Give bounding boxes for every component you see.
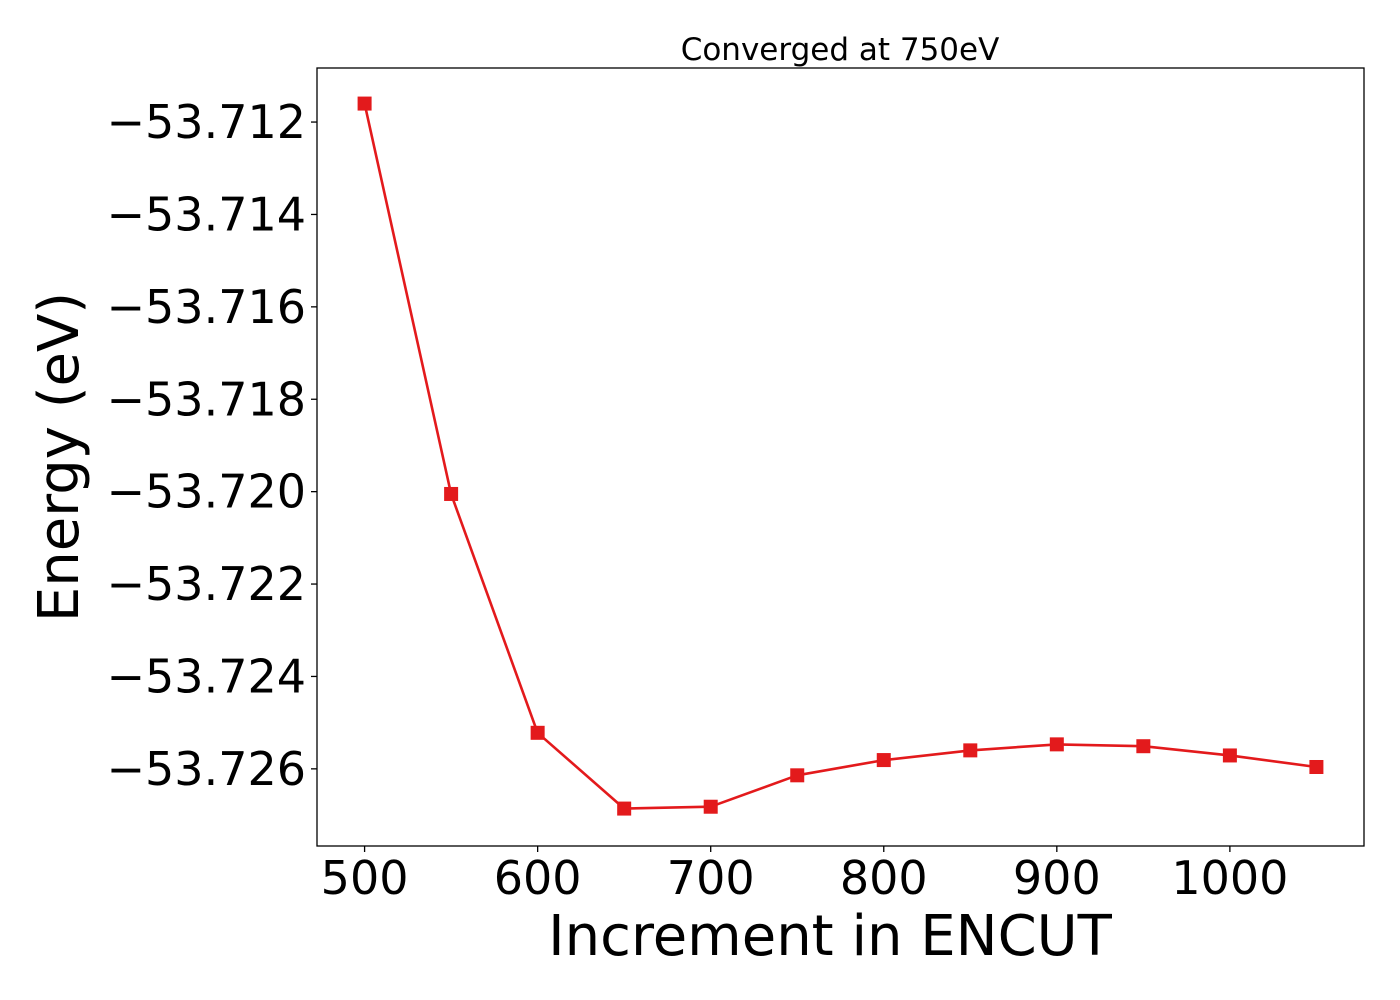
- y-axis-label: Energy (eV): [27, 292, 92, 622]
- y-tick-label: −53.718: [107, 372, 307, 426]
- x-axis-ticks: 500 600 700 800 900 1000: [321, 846, 1288, 905]
- data-point-marker: [530, 725, 545, 740]
- y-tick-label: −53.714: [107, 187, 307, 241]
- plot-area-frame: [316, 67, 1365, 847]
- data-point-marker: [1049, 737, 1064, 752]
- data-point-marker: [1222, 748, 1237, 763]
- data-point-marker: [876, 753, 891, 768]
- data-point-marker: [790, 768, 805, 783]
- y-tick-label: −53.724: [107, 649, 307, 703]
- y-tick-label: −53.720: [107, 465, 307, 519]
- series-layer: [357, 96, 1324, 816]
- y-tick-label: −53.726: [107, 742, 307, 796]
- series-line: [363, 103, 1317, 810]
- data-point-marker: [963, 743, 978, 758]
- data-point-marker: [1136, 739, 1151, 754]
- data-point-marker: [617, 801, 632, 816]
- chart-title: Converged at 750eV: [681, 32, 1000, 68]
- data-point-marker: [444, 486, 459, 501]
- y-tick-label: −53.716: [107, 280, 307, 334]
- y-tick-label: −53.712: [107, 95, 307, 149]
- x-tick-label: 900: [1013, 851, 1101, 905]
- x-tick-label: 1000: [1171, 851, 1288, 905]
- data-point-marker: [357, 96, 372, 111]
- x-tick-label: 600: [494, 851, 582, 905]
- x-tick-label: 800: [840, 851, 928, 905]
- data-point-marker: [1309, 759, 1324, 774]
- x-axis-label: Increment in ENCUT: [548, 904, 1113, 969]
- data-point-marker: [703, 799, 718, 814]
- x-tick-label: 500: [321, 851, 409, 905]
- y-tick-label: −53.722: [107, 557, 307, 611]
- y-axis-ticks: −53.712 −53.714 −53.716 −53.718 −53.720 −53.7…: [107, 95, 317, 796]
- x-tick-label: 700: [667, 851, 755, 905]
